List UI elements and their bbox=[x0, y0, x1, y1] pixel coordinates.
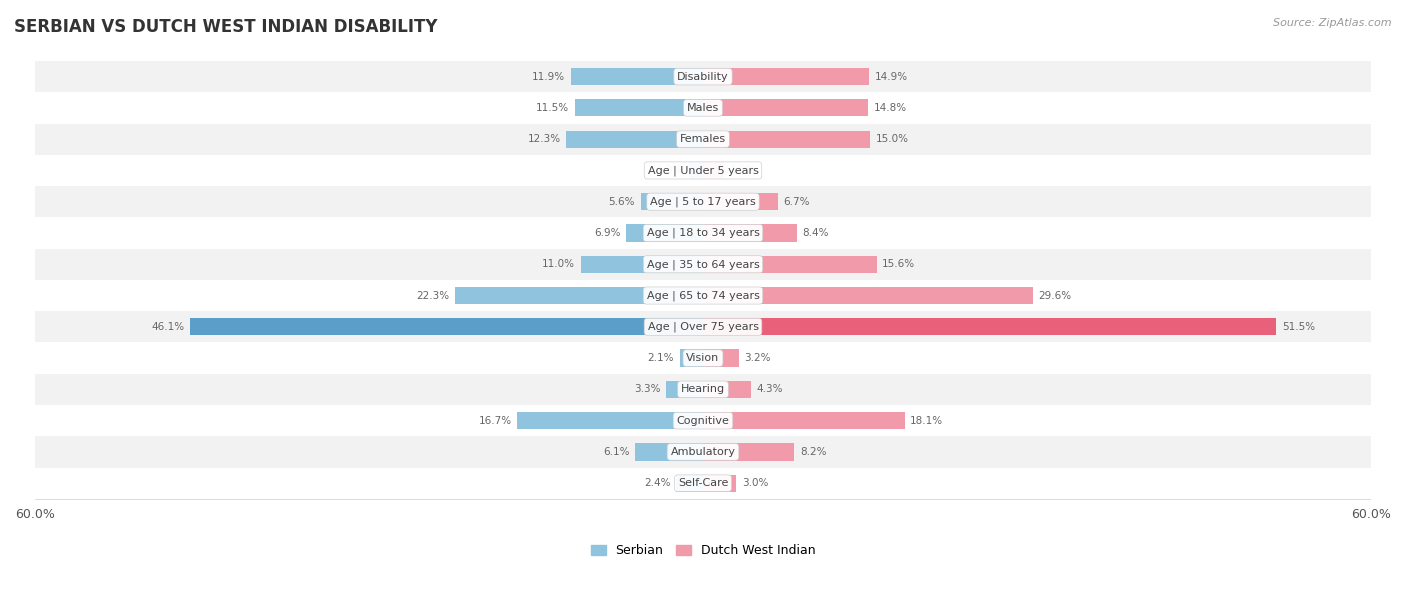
Bar bbox=[35, 61, 1371, 92]
Bar bbox=[703, 287, 1032, 304]
Bar bbox=[703, 349, 738, 367]
Text: 51.5%: 51.5% bbox=[1282, 322, 1315, 332]
Text: Females: Females bbox=[681, 134, 725, 144]
Bar bbox=[35, 124, 1371, 155]
Bar bbox=[35, 405, 1371, 436]
Bar bbox=[626, 225, 703, 242]
Bar bbox=[35, 92, 1371, 124]
Bar bbox=[35, 217, 1371, 248]
Bar bbox=[454, 287, 703, 304]
Bar bbox=[666, 381, 703, 398]
Bar bbox=[703, 225, 797, 242]
Text: SERBIAN VS DUTCH WEST INDIAN DISABILITY: SERBIAN VS DUTCH WEST INDIAN DISABILITY bbox=[14, 18, 437, 36]
Bar bbox=[567, 130, 703, 147]
Text: 29.6%: 29.6% bbox=[1038, 291, 1071, 300]
Text: 2.4%: 2.4% bbox=[644, 478, 671, 488]
Text: 14.8%: 14.8% bbox=[873, 103, 907, 113]
Text: Males: Males bbox=[688, 103, 718, 113]
Text: 5.6%: 5.6% bbox=[609, 196, 636, 207]
Bar bbox=[703, 99, 868, 116]
Text: Source: ZipAtlas.com: Source: ZipAtlas.com bbox=[1274, 18, 1392, 28]
Bar bbox=[703, 412, 904, 429]
Bar bbox=[581, 256, 703, 273]
Bar bbox=[636, 443, 703, 460]
Bar bbox=[35, 468, 1371, 499]
Bar bbox=[35, 155, 1371, 186]
Bar bbox=[679, 349, 703, 367]
Text: Age | Over 75 years: Age | Over 75 years bbox=[648, 321, 758, 332]
Bar bbox=[703, 474, 737, 492]
Text: Age | 5 to 17 years: Age | 5 to 17 years bbox=[650, 196, 756, 207]
Bar bbox=[703, 318, 1277, 335]
Text: 3.3%: 3.3% bbox=[634, 384, 661, 394]
Text: Hearing: Hearing bbox=[681, 384, 725, 394]
Bar bbox=[571, 68, 703, 85]
Bar bbox=[703, 162, 724, 179]
Text: 6.7%: 6.7% bbox=[783, 196, 810, 207]
Bar bbox=[35, 374, 1371, 405]
Bar bbox=[703, 193, 778, 211]
Text: 8.2%: 8.2% bbox=[800, 447, 827, 457]
Bar bbox=[190, 318, 703, 335]
Text: 3.0%: 3.0% bbox=[742, 478, 768, 488]
Text: Vision: Vision bbox=[686, 353, 720, 363]
Text: 2.1%: 2.1% bbox=[648, 353, 673, 363]
Text: 16.7%: 16.7% bbox=[478, 416, 512, 425]
Text: 4.3%: 4.3% bbox=[756, 384, 783, 394]
Text: Self-Care: Self-Care bbox=[678, 478, 728, 488]
Text: 15.0%: 15.0% bbox=[876, 134, 908, 144]
Bar bbox=[35, 343, 1371, 374]
Bar bbox=[676, 474, 703, 492]
Text: 11.0%: 11.0% bbox=[541, 259, 575, 269]
Text: 11.5%: 11.5% bbox=[536, 103, 569, 113]
Text: 18.1%: 18.1% bbox=[910, 416, 943, 425]
Text: Disability: Disability bbox=[678, 72, 728, 81]
Text: Ambulatory: Ambulatory bbox=[671, 447, 735, 457]
Text: 11.9%: 11.9% bbox=[531, 72, 565, 81]
Text: 1.3%: 1.3% bbox=[657, 165, 683, 176]
Bar bbox=[641, 193, 703, 211]
Bar bbox=[703, 68, 869, 85]
Bar bbox=[35, 186, 1371, 217]
Text: 14.9%: 14.9% bbox=[875, 72, 908, 81]
Text: 8.4%: 8.4% bbox=[801, 228, 828, 238]
Text: 6.9%: 6.9% bbox=[595, 228, 620, 238]
Bar bbox=[703, 381, 751, 398]
Bar bbox=[517, 412, 703, 429]
Bar bbox=[703, 130, 870, 147]
Text: 15.6%: 15.6% bbox=[882, 259, 915, 269]
Text: 1.9%: 1.9% bbox=[730, 165, 756, 176]
Text: 12.3%: 12.3% bbox=[527, 134, 561, 144]
Text: Cognitive: Cognitive bbox=[676, 416, 730, 425]
Bar bbox=[35, 311, 1371, 343]
Text: 22.3%: 22.3% bbox=[416, 291, 449, 300]
Bar bbox=[35, 280, 1371, 311]
Bar bbox=[703, 256, 877, 273]
Bar bbox=[575, 99, 703, 116]
Text: Age | 18 to 34 years: Age | 18 to 34 years bbox=[647, 228, 759, 238]
Text: 3.2%: 3.2% bbox=[744, 353, 770, 363]
Text: Age | Under 5 years: Age | Under 5 years bbox=[648, 165, 758, 176]
Text: Age | 35 to 64 years: Age | 35 to 64 years bbox=[647, 259, 759, 269]
Bar bbox=[703, 443, 794, 460]
Text: 46.1%: 46.1% bbox=[150, 322, 184, 332]
Bar bbox=[689, 162, 703, 179]
Bar bbox=[35, 436, 1371, 468]
Legend: Serbian, Dutch West Indian: Serbian, Dutch West Indian bbox=[585, 539, 821, 562]
Bar bbox=[35, 248, 1371, 280]
Text: 6.1%: 6.1% bbox=[603, 447, 630, 457]
Text: Age | 65 to 74 years: Age | 65 to 74 years bbox=[647, 290, 759, 300]
